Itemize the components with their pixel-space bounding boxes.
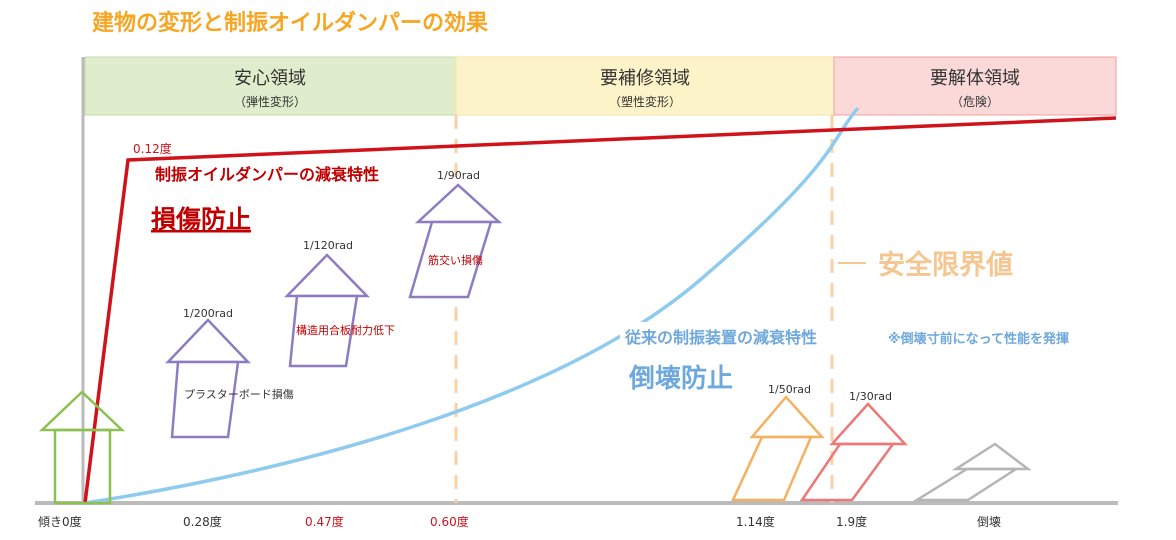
- oil-damper-effect: 損傷防止: [151, 205, 251, 234]
- zone-repair-label: 要補修領域: [600, 68, 690, 89]
- damage-label-plasterboard: プラスターボード損傷: [184, 387, 294, 401]
- x-label-060: 0.60度: [430, 514, 469, 529]
- oil-damper-point-label: 0.12度: [133, 141, 172, 156]
- x-label-047: 0.47度: [305, 514, 344, 529]
- rad-label-1-50: 1/50rad: [768, 383, 811, 396]
- zone-repair-sub: （塑性変形）: [609, 94, 681, 109]
- diagram-title: 建物の変形と制振オイルダンパーの効果: [92, 10, 488, 36]
- safety-limit-label: 安全限界値: [878, 249, 1013, 281]
- zone-safe-label: 安心領域: [234, 68, 306, 89]
- house-tilt-1-120-icon: [284, 253, 370, 368]
- zone-demolish-sub: （危険）: [951, 95, 999, 109]
- conventional-caption-bg: [620, 322, 1140, 346]
- rad-label-1-30: 1/30rad: [849, 390, 892, 403]
- oil-damper-caption: 制振オイルダンパーの減衰特性: [155, 165, 379, 184]
- house-tilt-1-200-icon: [165, 318, 251, 439]
- x-label-114: 1.14度: [736, 514, 775, 529]
- house-collapsed-icon: [912, 442, 1032, 502]
- zone-safe: [84, 56, 457, 116]
- rad-label-1-90: 1/90rad: [437, 169, 480, 182]
- x-label-19: 1.9度: [836, 514, 867, 529]
- zone-safe-sub: （弾性変形）: [234, 94, 306, 109]
- x-label-collapse: 倒壊: [977, 515, 1001, 529]
- damage-label-brace: 筋交い損傷: [428, 253, 483, 267]
- zone-repair: [455, 56, 835, 116]
- conventional-effect: 倒壊防止: [628, 364, 733, 394]
- rad-label-1-120: 1/120rad: [303, 239, 353, 252]
- x-label-0: 傾き0度: [38, 514, 82, 529]
- house-tilt-1-90-icon: [408, 183, 503, 299]
- x-label-028: 0.28度: [183, 514, 222, 529]
- house-upright-icon: [38, 390, 126, 505]
- conventional-caption: 従来の制振装置の減衰特性: [624, 328, 817, 347]
- zone-demolish-label: 要解体領域: [930, 68, 1020, 89]
- conventional-note: ※倒壊寸前になって性能を発揮: [888, 331, 1069, 347]
- zone-demolish: [833, 56, 1117, 116]
- house-tilt-1-30-icon: [799, 402, 908, 502]
- damage-label-plywood: 構造用合板耐力低下: [296, 323, 395, 337]
- house-tilt-1-50-icon: [731, 395, 825, 502]
- rad-label-1-200: 1/200rad: [183, 307, 233, 320]
- oil-damper-curve: [83, 116, 1117, 504]
